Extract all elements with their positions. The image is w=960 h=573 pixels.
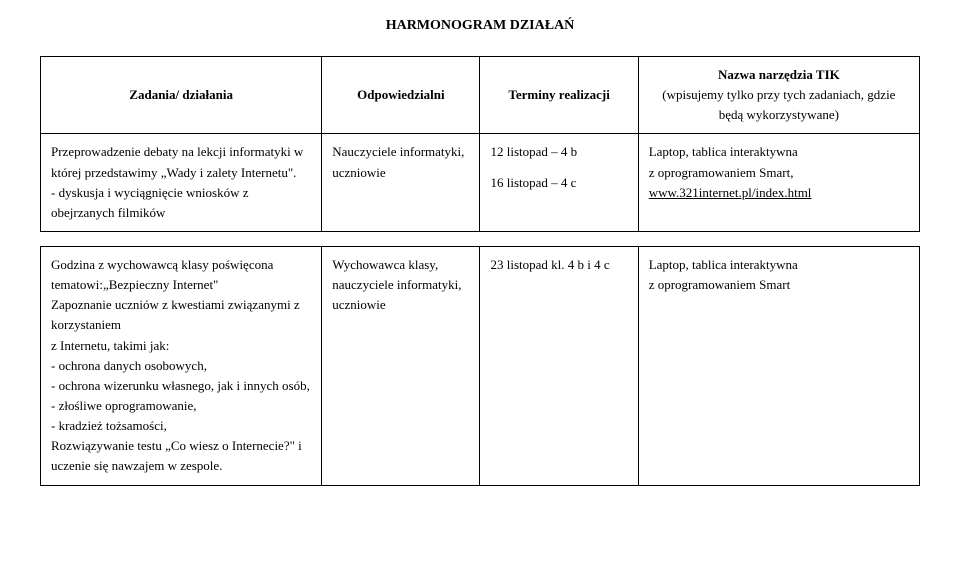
page-title: HARMONOGRAM DZIAŁAŃ <box>40 18 920 34</box>
header-responsible: Odpowiedzialni <box>322 57 480 134</box>
tool-text: Laptop, tablica interaktywna z oprogramo… <box>649 144 798 179</box>
header-terms: Terminy realizacji <box>480 57 638 134</box>
cell-tool: Laptop, tablica interaktywna z oprogramo… <box>638 134 919 232</box>
cell-terms: 23 listopad kl. 4 b i 4 c <box>480 246 638 485</box>
cell-tasks: Przeprowadzenie debaty na lekcji informa… <box>41 134 322 232</box>
header-tool-line2: (wpisujemy tylko przy tych zadaniach, gd… <box>649 85 909 125</box>
cell-responsible: Wychowawca klasy, nauczyciele informatyk… <box>322 246 480 485</box>
cell-tasks: Godzina z wychowawcą klasy poświęcona te… <box>41 246 322 485</box>
table-header-row: Zadania/ działania Odpowiedzialni Termin… <box>41 57 920 134</box>
table-row: Godzina z wychowawcą klasy poświęcona te… <box>41 246 920 485</box>
header-tool-line1: Nazwa narzędzia TIK <box>649 65 909 85</box>
cell-terms: 12 listopad – 4 b 16 listopad – 4 c <box>480 134 638 232</box>
row-spacer <box>41 231 920 246</box>
tool-link[interactable]: www.321internet.pl/index.html <box>649 185 812 200</box>
cell-tool: Laptop, tablica interaktywna z oprogramo… <box>638 246 919 485</box>
term-line: 16 listopad – 4 c <box>490 173 627 193</box>
header-tasks: Zadania/ działania <box>41 57 322 134</box>
header-tool: Nazwa narzędzia TIK (wpisujemy tylko prz… <box>638 57 919 134</box>
term-line: 12 listopad – 4 b <box>490 142 627 162</box>
schedule-table: Zadania/ działania Odpowiedzialni Termin… <box>40 56 920 486</box>
page: HARMONOGRAM DZIAŁAŃ Zadania/ działania O… <box>0 0 960 486</box>
tool-text: Laptop, tablica interaktywna z oprogramo… <box>649 257 798 292</box>
cell-responsible: Nauczyciele informatyki, uczniowie <box>322 134 480 232</box>
term-line: 23 listopad kl. 4 b i 4 c <box>490 255 627 275</box>
table-row: Przeprowadzenie debaty na lekcji informa… <box>41 134 920 232</box>
